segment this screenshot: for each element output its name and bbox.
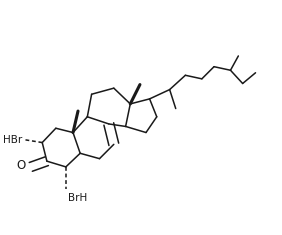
Text: BrH: BrH — [68, 193, 87, 203]
Text: HBr: HBr — [3, 135, 23, 145]
Text: O: O — [16, 159, 25, 172]
